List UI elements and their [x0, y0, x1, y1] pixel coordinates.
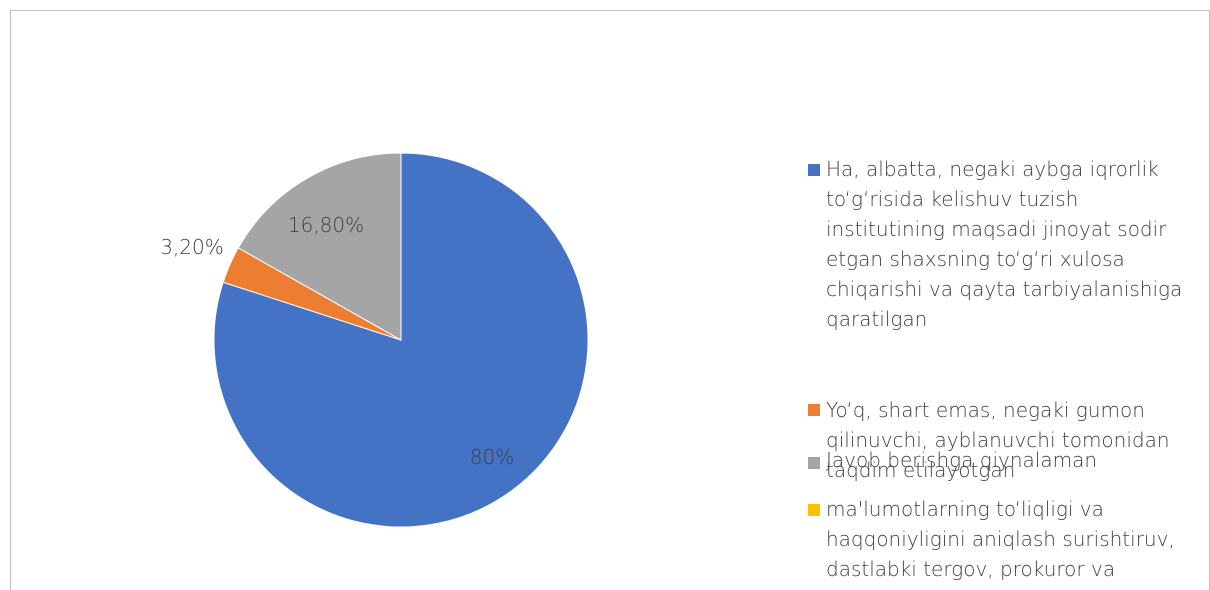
legend-label-yes: Ha, albatta, negaki aybga iqrorlik to‘g‘…	[826, 157, 1183, 331]
legend-swatch-yellow	[808, 504, 820, 516]
legend-swatch-gray	[808, 457, 820, 469]
legend-label-continuation: ma'lumotlarning to‘liqligi va haqqoniyli…	[826, 497, 1175, 581]
legend-label-no: Yo‘q, shart emas, negaki gumon qilinuvch…	[826, 398, 1170, 482]
slice-label-2: 16,80%	[288, 213, 364, 237]
legend-label-hard: Javob berishga qiynalaman	[826, 448, 1098, 472]
pie-slice-2	[237, 152, 402, 341]
legend-swatch-blue	[808, 164, 820, 176]
legend-swatch-orange	[808, 404, 820, 416]
slice-label-0: 80%	[470, 445, 514, 469]
slice-label-1: 3,20%	[160, 235, 224, 259]
